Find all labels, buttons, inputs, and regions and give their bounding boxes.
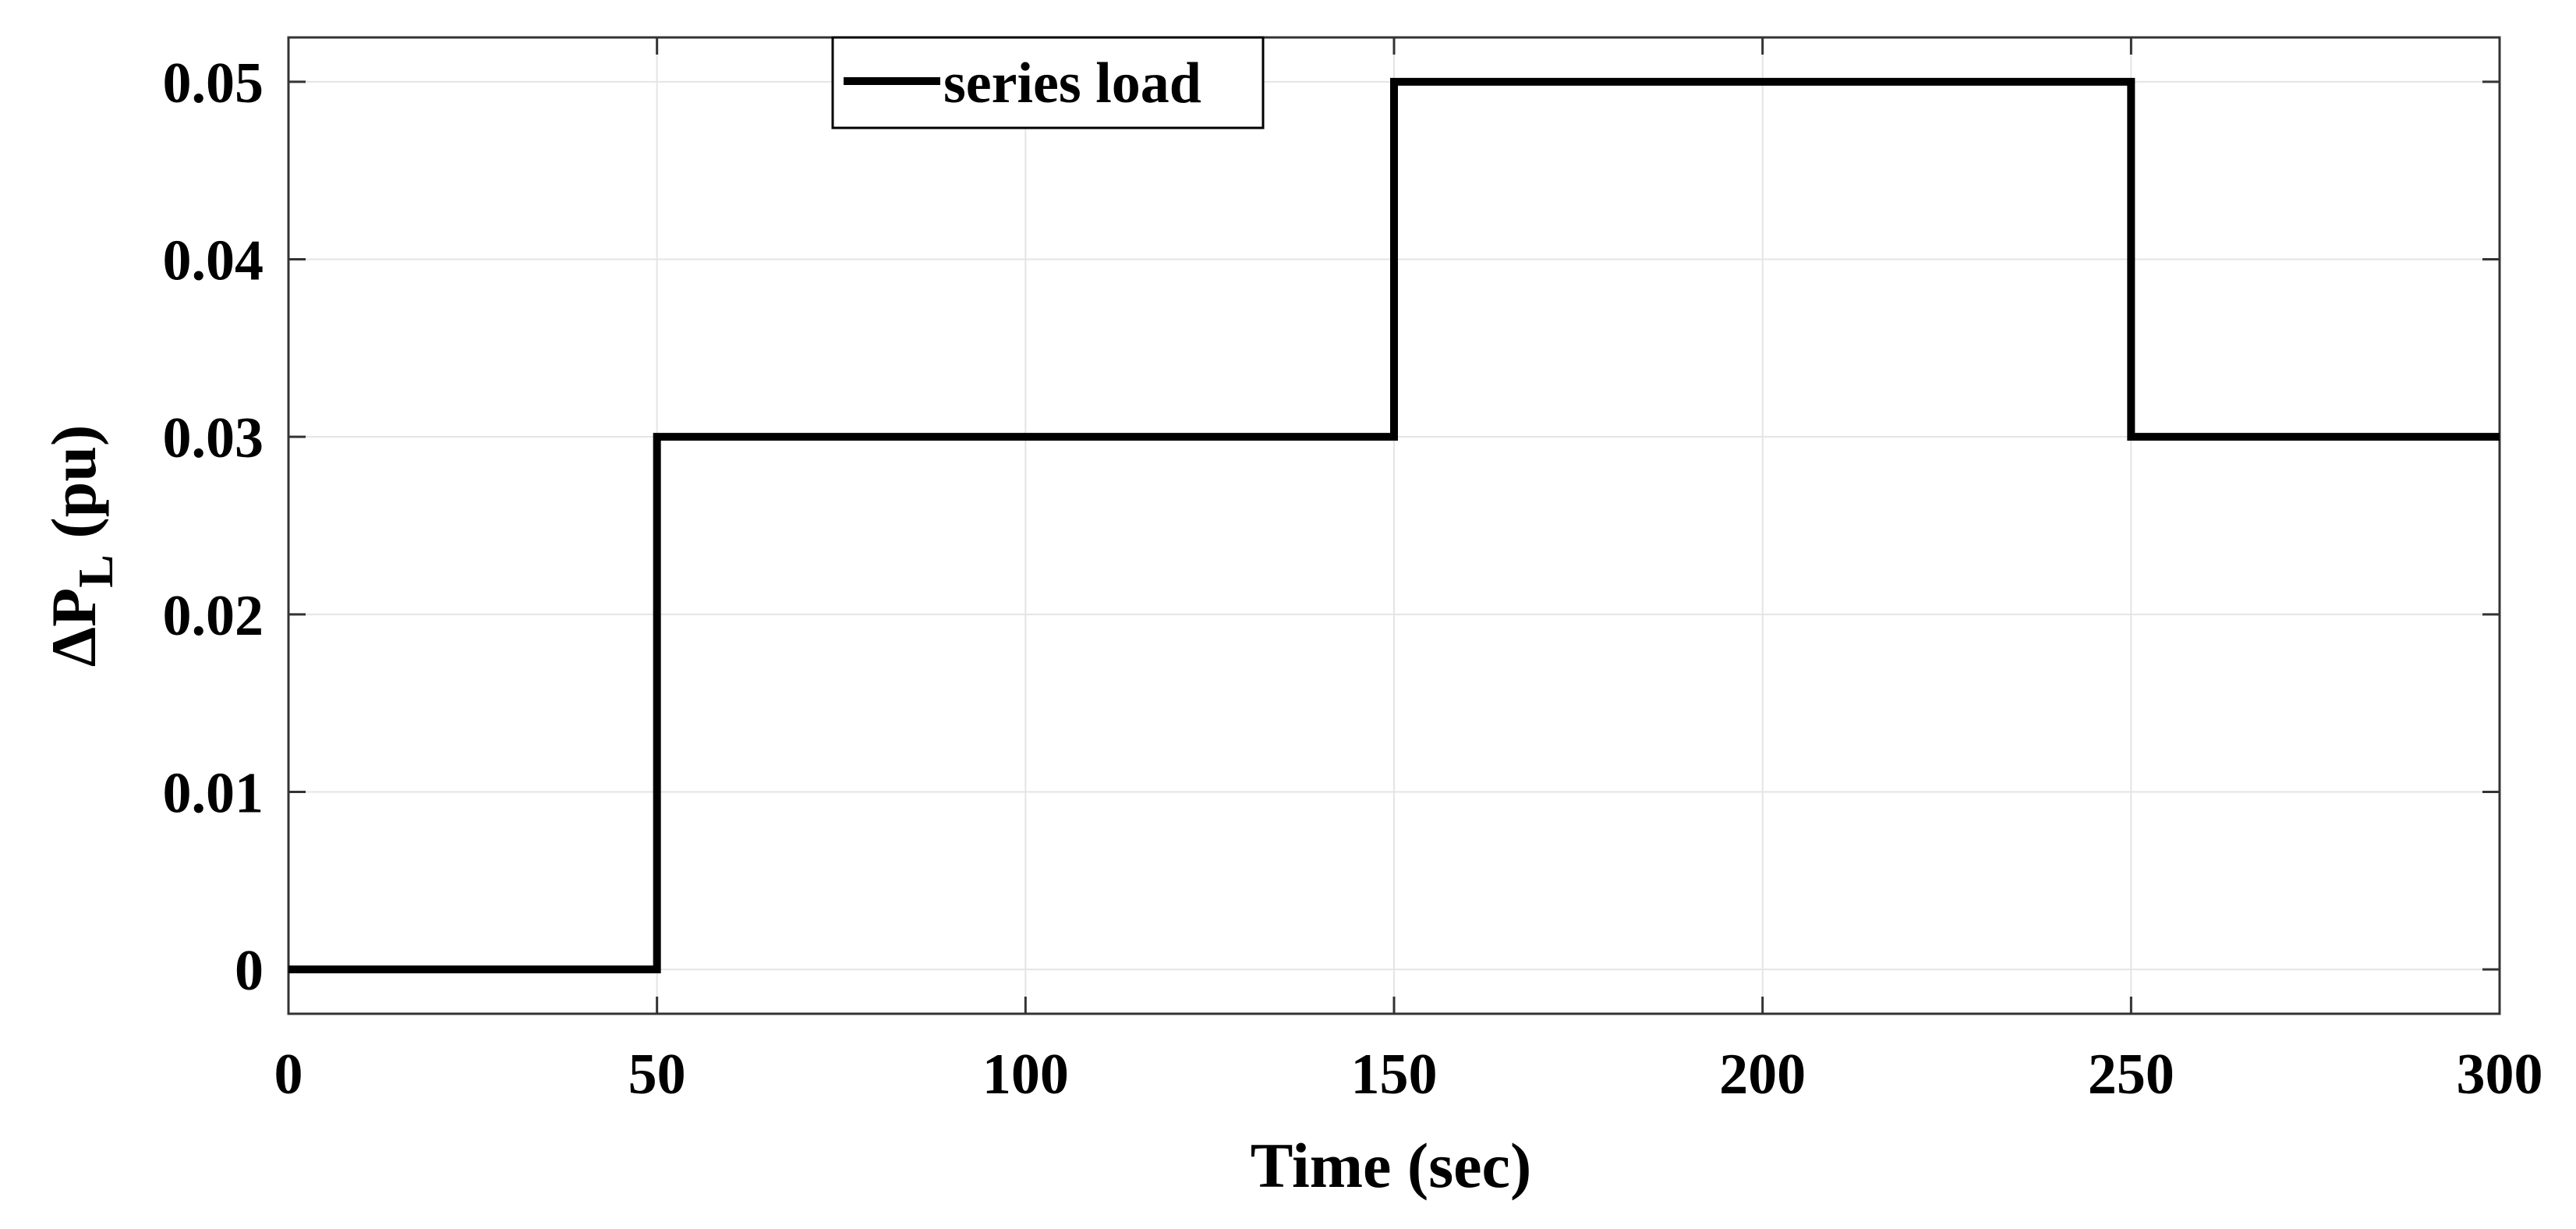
y-axis-title-main: ΔP: [38, 588, 109, 668]
legend-label-series-load: series load: [943, 51, 1201, 115]
y-tick-label: 0.05: [163, 51, 264, 115]
x-axis-title: Time (sec): [1251, 1130, 1532, 1201]
y-tick-label: 0.03: [163, 406, 264, 470]
x-tick-label: 100: [982, 1043, 1069, 1107]
x-tick-label: 300: [2457, 1043, 2543, 1107]
y-tick-label: 0: [235, 939, 264, 1003]
x-tick-label: 250: [2088, 1043, 2174, 1107]
legend: series load: [831, 36, 1265, 129]
y-tick-label: 0.01: [163, 761, 264, 825]
series-layer: [288, 77, 2500, 974]
axes: [287, 36, 2501, 1015]
tick-labels: 0 50 100 150 200 250 300 0 0.01 0.02 0.03 0.04 0.05: [163, 51, 2543, 1107]
y-tick-label: 0.02: [163, 584, 264, 648]
y-tick-label: 0.04: [163, 229, 264, 293]
y-axis-title-unit: (pu): [38, 425, 109, 554]
x-tick-label: 150: [1351, 1043, 1438, 1107]
x-tick-label: 0: [274, 1043, 303, 1107]
series-line-series-load: [288, 77, 2500, 974]
y-axis-title-subscript: L: [68, 554, 123, 588]
y-axis-title: ΔPL (pu): [38, 425, 123, 668]
x-tick-label: 200: [1719, 1043, 1806, 1107]
x-tick-label: 50: [628, 1043, 686, 1107]
